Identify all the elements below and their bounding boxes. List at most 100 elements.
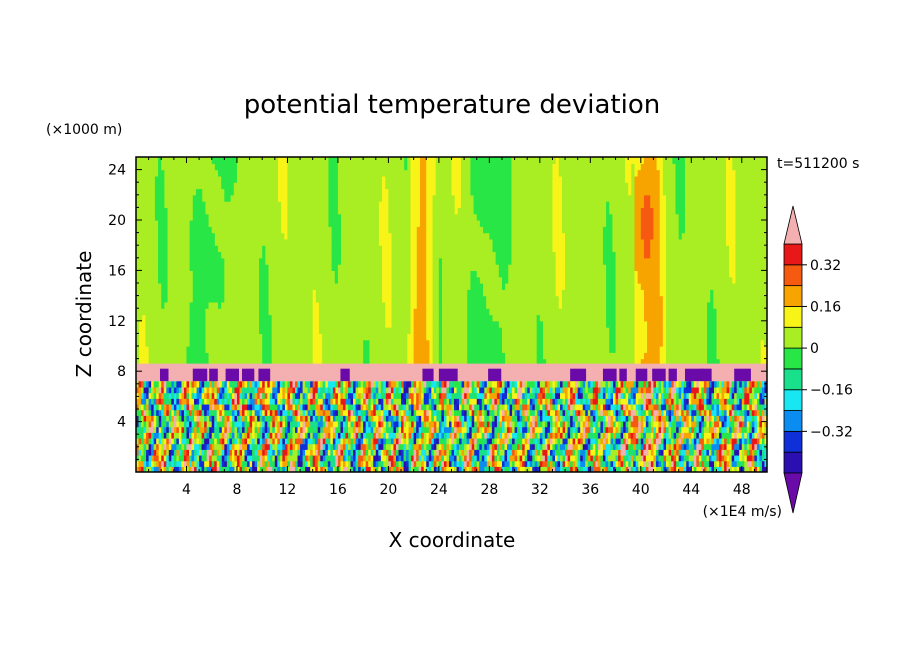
upper-layer-cell [221,238,225,246]
upper-layer-cell [419,327,424,334]
upper-layer-cell [419,201,424,208]
upper-layer-cell [479,276,484,284]
upper-layer-cell [208,264,213,271]
upper-layer-cell [195,264,200,271]
upper-layer-cell [233,358,238,366]
upper-layer-cell [173,301,178,309]
upper-layer-cell [167,220,172,227]
upper-layer-cell [486,327,490,334]
upper-layer-cell [240,327,244,334]
upper-layer-cell [464,207,468,215]
upper-layer-cell [300,175,304,183]
upper-layer-cell [284,201,289,208]
upper-layer-cell [397,352,402,360]
upper-layer-cell [199,320,203,328]
upper-layer-cell [192,301,197,309]
upper-layer-cell [199,238,203,246]
upper-layer-cell [432,264,437,271]
upper-layer-cell [435,276,440,284]
upper-layer-cell [464,251,468,259]
upper-layer-cell [385,201,389,208]
upper-layer-cell [438,213,443,221]
upper-layer-cell [230,339,235,347]
upper-layer-cell [255,169,260,177]
upper-layer-cell [344,301,348,309]
upper-layer-cell [306,339,311,347]
upper-layer-cell [454,295,459,303]
upper-layer-cell [243,264,248,271]
upper-layer-cell [388,232,393,240]
upper-layer-cell [205,358,210,366]
upper-layer-cell [322,238,326,246]
upper-layer-cell [432,289,437,297]
upper-layer-cell [353,358,358,366]
upper-layer-cell [356,257,361,265]
upper-layer-cell [445,188,449,196]
upper-layer-cell [413,320,418,328]
upper-layer-cell [473,157,478,164]
upper-layer-cell [243,308,248,316]
upper-layer-cell [145,169,150,177]
upper-layer-cell [479,226,484,234]
upper-layer-cell [372,238,377,246]
upper-layer-cell [287,182,292,190]
upper-layer-cell [312,245,317,253]
upper-layer-cell [325,295,330,303]
upper-layer-cell [233,327,238,334]
upper-layer-cell [246,333,251,341]
upper-layer-cell [277,226,282,234]
upper-layer-cell [195,157,200,164]
upper-layer-cell [265,169,270,177]
upper-layer-cell [397,264,402,271]
upper-layer-cell [281,257,285,265]
upper-layer-cell [306,264,311,271]
upper-layer-cell [429,264,434,271]
upper-layer-cell [252,201,257,208]
upper-layer-cell [252,333,257,341]
upper-layer-cell [470,283,475,290]
upper-layer-cell [255,188,260,196]
upper-layer-cell [199,327,203,334]
upper-layer-cell [202,232,207,240]
upper-layer-cell [306,232,311,240]
upper-layer-cell [413,295,418,303]
upper-layer-cell [224,314,229,322]
upper-layer-cell [375,320,380,328]
upper-layer-cell [416,283,421,290]
upper-layer-cell [296,194,301,202]
upper-layer-cell [277,245,282,253]
upper-layer-cell [429,175,434,183]
upper-layer-cell [136,226,140,234]
upper-layer-cell [407,358,412,366]
upper-layer-cell [375,238,380,246]
upper-layer-cell [300,339,304,347]
upper-layer-cell [265,320,270,328]
upper-layer-cell [158,283,162,290]
upper-layer-cell [262,157,266,164]
upper-layer-cell [287,207,292,215]
upper-layer-cell [375,289,380,297]
upper-layer-cell [208,358,213,366]
upper-layer-cell [363,169,367,177]
upper-layer-cell [388,264,393,271]
upper-layer-cell [382,301,386,309]
upper-layer-cell [205,182,210,190]
upper-layer-cell [265,238,270,246]
upper-layer-cell [369,182,374,190]
upper-layer-cell [325,283,330,290]
upper-layer-cell [325,289,330,297]
upper-layer-cell [350,257,355,265]
upper-layer-cell [366,301,371,309]
upper-layer-cell [464,301,468,309]
upper-layer-cell [337,226,342,234]
upper-layer-cell [476,226,481,234]
upper-layer-cell [360,157,364,164]
upper-layer-cell [356,251,361,259]
upper-layer-cell [413,238,418,246]
upper-layer-cell [164,220,169,227]
upper-layer-cell [334,270,339,278]
upper-layer-cell [255,251,260,259]
upper-layer-cell [416,157,421,164]
upper-layer-cell [423,220,427,227]
upper-layer-cell [195,175,200,183]
